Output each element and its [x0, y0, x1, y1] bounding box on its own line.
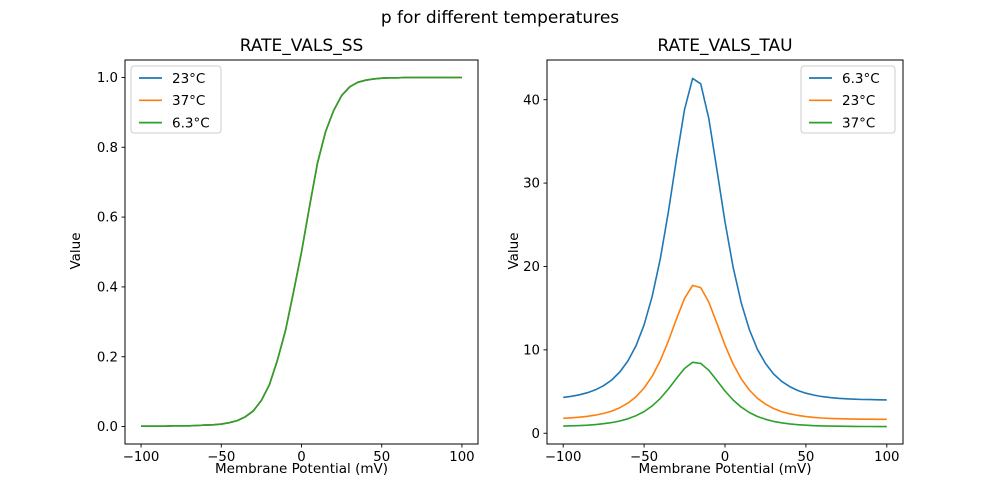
y-tick-label: 1.0: [97, 71, 118, 86]
figure-suptitle: p for different temperatures: [380, 8, 620, 28]
legend-label-37°C: 37°C: [172, 93, 205, 109]
x-tick-label: −100: [123, 450, 160, 465]
x-tick-label: −50: [207, 450, 235, 465]
y-tick-label: 0.2: [97, 350, 118, 365]
legend-label-6.3°C: 6.3°C: [172, 115, 210, 131]
x-tick-label: −100: [545, 450, 582, 465]
x-tick-label: 100: [449, 450, 474, 465]
series-line-23°C: [563, 284, 887, 421]
axes-frame: [546, 59, 904, 445]
subplot-ss-title: RATE_VALS_SS: [239, 36, 364, 56]
y-tick-label: 10: [523, 343, 540, 358]
legend-box: [800, 65, 896, 134]
series-line-6.3°C: [563, 77, 887, 401]
subplot-tau-xlabel: Membrane Potential (mV): [638, 461, 812, 477]
legend-label-23°C: 23°C: [842, 93, 875, 109]
series-line-37°C: [563, 361, 887, 428]
axes-frame: [124, 59, 479, 445]
subplot-1: −100 −50 0 50 100 0 10 20 30 40 6.3°C 23°C 37°C: [523, 59, 904, 465]
y-tick-label: 0.0: [97, 420, 118, 435]
legend-label-37°C: 37°C: [842, 115, 875, 131]
y-tick-label: 0: [532, 427, 540, 442]
subplot-0: −100 −50 0 50 100 0.0 0.2 0.4 0.6 0.8 1.0 23°C 37°C 6…: [97, 59, 479, 465]
x-tick-label: 0: [721, 450, 729, 465]
y-tick-label: 30: [523, 177, 540, 192]
legend-box: [130, 65, 222, 134]
x-tick-label: −50: [630, 450, 658, 465]
x-tick-label: 0: [297, 450, 305, 465]
legend-label-23°C: 23°C: [172, 71, 205, 87]
subplot-ss-xlabel: Membrane Potential (mV): [214, 461, 388, 477]
subplot-tau-title: RATE_VALS_TAU: [657, 36, 793, 56]
y-tick-label: 0.8: [97, 141, 118, 156]
y-tick-label: 0.6: [97, 211, 118, 226]
y-tick-label: 20: [523, 260, 540, 275]
legend: 23°C 37°C 6.3°C: [130, 65, 222, 134]
legend-label-6.3°C: 6.3°C: [842, 71, 880, 87]
y-tick-label: 40: [523, 93, 540, 108]
series-line-6.3°C: [141, 76, 462, 428]
x-tick-label: 50: [373, 450, 390, 465]
x-tick-label: 100: [874, 450, 899, 465]
y-tick-label: 0.4: [97, 281, 118, 296]
legend: 6.3°C 23°C 37°C: [800, 65, 896, 134]
x-tick-label: 50: [797, 450, 814, 465]
